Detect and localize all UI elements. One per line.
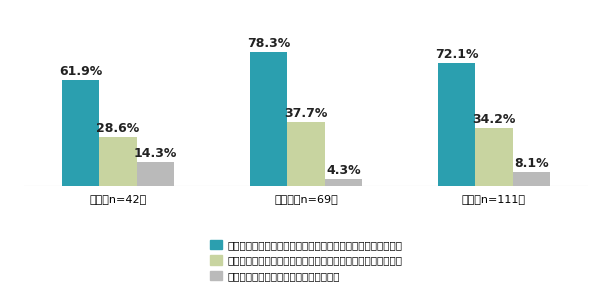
Text: 37.7%: 37.7% xyxy=(284,107,328,120)
Text: 72.1%: 72.1% xyxy=(434,48,478,61)
Text: 34.2%: 34.2% xyxy=(472,112,515,126)
Text: 8.1%: 8.1% xyxy=(514,157,549,170)
Text: 4.3%: 4.3% xyxy=(326,164,361,177)
Bar xyxy=(62,80,99,186)
Bar xyxy=(137,162,175,186)
Text: 78.3%: 78.3% xyxy=(247,38,290,50)
Bar xyxy=(437,63,475,186)
Bar xyxy=(250,52,287,186)
Text: 14.3%: 14.3% xyxy=(134,147,177,160)
Bar xyxy=(287,122,325,186)
Bar xyxy=(99,137,137,186)
Text: 28.6%: 28.6% xyxy=(97,122,140,135)
Bar xyxy=(325,179,362,186)
Text: 61.9%: 61.9% xyxy=(59,65,102,78)
Bar xyxy=(513,172,550,186)
Legend: 自身が以前処方され取っておいた、抗菌薬を使ったことがある, 自身以外に処方され取っておいた、抗菌薬を使ったことがある, 取っておいた抗菌薬を使ったことはない: 自身が以前処方され取っておいた、抗菌薬を使ったことがある, 自身以外に処方され取… xyxy=(209,240,403,281)
Bar xyxy=(475,128,513,186)
